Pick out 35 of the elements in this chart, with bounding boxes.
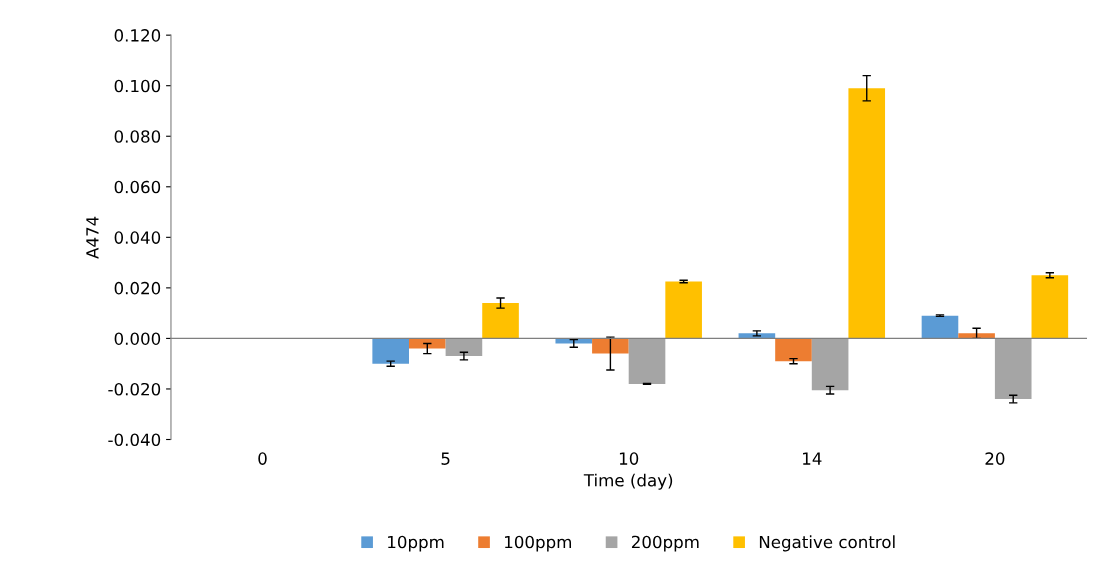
y-tick-label: 0.000: [114, 332, 161, 345]
y-tick-label: -0.020: [108, 382, 161, 396]
y-tick-label: 0.080: [114, 130, 161, 143]
x-axis-title: Time (day): [583, 473, 673, 490]
legend-label: 100ppm: [505, 535, 571, 552]
legend-label: 10ppm: [388, 535, 444, 552]
x-tick-label: 0: [258, 452, 267, 465]
x-tick-label: 20: [985, 452, 1005, 465]
y-tick-label: -0.040: [108, 433, 161, 447]
y-tick-label: 0.060: [114, 180, 161, 194]
bar: [628, 338, 666, 384]
bar: [372, 338, 409, 364]
bar: [408, 338, 446, 349]
bar: [665, 281, 702, 339]
bar: [482, 303, 519, 339]
y-tick-label: 0.120: [114, 29, 161, 42]
y-tick-label: 0.100: [114, 79, 161, 93]
bar: [921, 315, 959, 339]
x-tick-label: 10: [619, 452, 639, 465]
legend-label: Negative control: [759, 535, 895, 552]
bar: [811, 338, 849, 391]
bar: [848, 88, 886, 339]
y-tick-label: 0.040: [114, 231, 161, 244]
bar: [1031, 275, 1069, 339]
x-tick-label: 14: [803, 452, 822, 465]
bar: [592, 338, 629, 354]
bar: [994, 338, 1032, 400]
legend-label: 200ppm: [631, 535, 699, 552]
bar: [445, 338, 483, 357]
bar: [958, 333, 995, 339]
y-axis-title: A474: [86, 216, 99, 259]
bar: [775, 338, 812, 362]
x-tick-label: 5: [441, 452, 450, 465]
y-tick-label: 0.020: [114, 281, 161, 295]
bar: [738, 333, 776, 339]
